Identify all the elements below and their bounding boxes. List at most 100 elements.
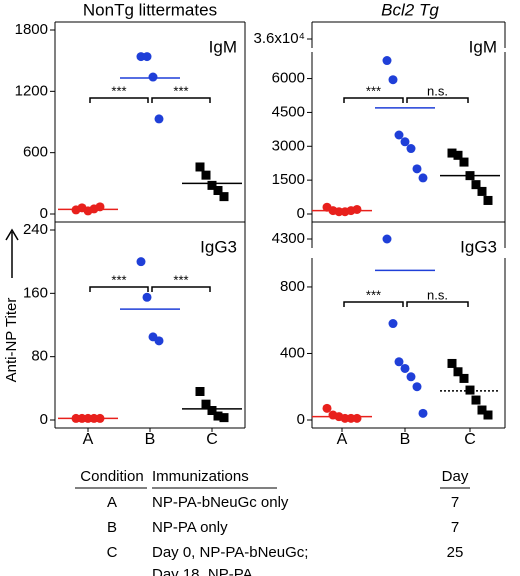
y-tick-label: 1800: [15, 21, 48, 38]
significance: ***: [173, 272, 188, 287]
point: [453, 150, 463, 160]
y-tick-label: 160: [23, 284, 48, 301]
point: [352, 413, 362, 423]
column-title: Bcl2 Tg: [381, 0, 439, 19]
point: [142, 52, 152, 62]
table-cell: 7: [451, 519, 459, 536]
point: [400, 137, 410, 147]
point: [418, 408, 428, 418]
point: [477, 405, 487, 415]
y-tick-label: 80: [31, 348, 48, 365]
point: [207, 406, 217, 415]
y-tick-label: 3.6x10⁴: [254, 30, 305, 47]
x-tick-label: B: [400, 431, 411, 448]
point: [465, 385, 475, 395]
point: [195, 162, 205, 172]
point: [477, 186, 487, 196]
point: [219, 192, 229, 202]
point: [213, 411, 223, 421]
panel-title: IgM: [209, 37, 237, 56]
point: [201, 399, 211, 409]
y-tick-label: 800: [280, 278, 305, 295]
y-tick-label: 400: [280, 344, 305, 361]
significance: ***: [366, 83, 381, 98]
table-header: Immunizations: [152, 468, 249, 485]
table-cell: Day 18, NP-PA: [152, 566, 253, 576]
table-cell: Day 0, NP-PA-bNeuGc;: [152, 544, 308, 561]
y-tick-label: 6000: [272, 70, 305, 87]
significance: ***: [366, 287, 381, 302]
y-tick-label: 1200: [15, 82, 48, 99]
y-tick-label: 0: [40, 205, 48, 222]
y-tick-label: 0: [40, 411, 48, 428]
x-tick-label: A: [337, 431, 348, 448]
point: [483, 195, 493, 205]
point: [219, 413, 229, 423]
bracket: [89, 286, 149, 292]
table-header: Condition: [80, 468, 143, 485]
y-tick-label: 0: [297, 205, 305, 222]
table-cell: B: [107, 519, 117, 536]
point: [148, 72, 158, 82]
x-tick-label: C: [464, 431, 476, 448]
point: [382, 234, 392, 244]
y-tick-label: 4500: [272, 103, 305, 120]
point: [471, 395, 481, 405]
bracket: [406, 97, 469, 103]
bracket: [406, 301, 469, 307]
y-tick-label: 600: [23, 144, 48, 161]
x-tick-label: A: [83, 431, 94, 448]
significance: ***: [111, 272, 126, 287]
point: [213, 185, 223, 195]
bracket: [343, 97, 404, 103]
point: [154, 114, 164, 124]
point: [447, 358, 457, 368]
table-cell: NP-PA only: [152, 519, 228, 536]
y-axis-label: Anti-NP Titer: [3, 298, 20, 383]
panel-title: IgM: [469, 37, 497, 56]
point: [406, 372, 416, 382]
panel-title: IgG3: [200, 237, 237, 256]
point: [483, 410, 493, 420]
significance: n.s.: [427, 287, 448, 302]
point: [388, 319, 398, 329]
table-header: Day: [442, 468, 469, 485]
y-tick-label: 240: [23, 221, 48, 238]
y-tick-label: 0: [297, 411, 305, 428]
panel-title: IgG3: [460, 237, 497, 256]
table-cell: 25: [447, 544, 464, 561]
point: [471, 180, 481, 190]
point: [154, 336, 164, 346]
point: [394, 357, 404, 367]
point: [207, 180, 217, 190]
column-title: NonTg littermates: [83, 0, 217, 19]
significance: n.s.: [427, 83, 448, 98]
table-cell: NP-PA-bNeuGc only: [152, 494, 289, 511]
table-cell: 7: [451, 494, 459, 511]
bracket: [151, 97, 211, 103]
bracket: [89, 97, 149, 103]
x-tick-label: B: [145, 431, 156, 448]
point: [322, 403, 332, 413]
point: [447, 148, 457, 158]
point: [406, 144, 416, 154]
table-cell: A: [107, 494, 117, 511]
table-cell: C: [107, 544, 118, 561]
point: [201, 170, 211, 180]
y-tick-label: 1500: [272, 171, 305, 188]
point: [459, 373, 469, 383]
point: [459, 157, 469, 167]
point: [412, 382, 422, 392]
point: [195, 387, 205, 396]
point: [400, 363, 410, 373]
y-tick-label: 4300: [272, 230, 305, 247]
bracket: [151, 286, 211, 292]
x-tick-label: C: [206, 431, 218, 448]
point: [142, 292, 152, 302]
point: [136, 257, 146, 267]
significance: ***: [173, 83, 188, 98]
point: [352, 204, 362, 214]
y-tick-label: 3000: [272, 137, 305, 154]
point: [412, 164, 422, 174]
